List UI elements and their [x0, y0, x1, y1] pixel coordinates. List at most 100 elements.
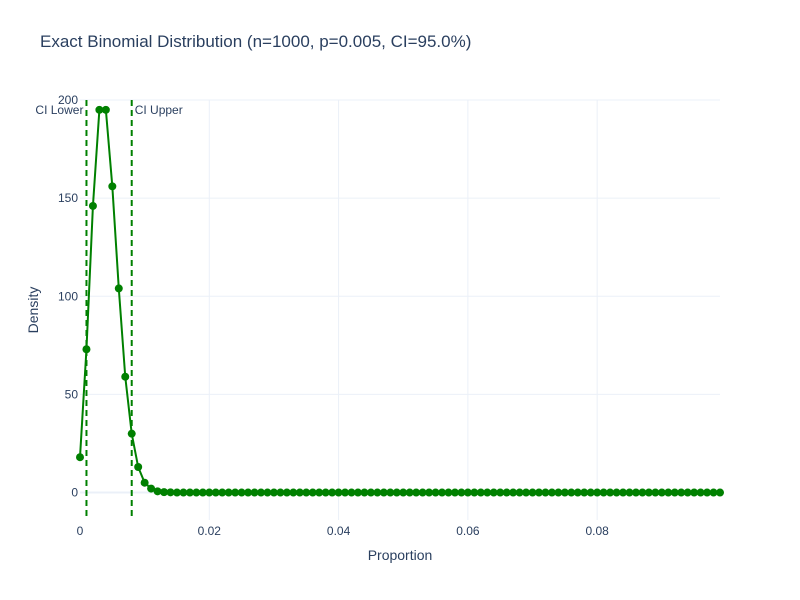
data-point: [690, 488, 699, 497]
x-tick-label: 0.02: [198, 524, 222, 538]
data-point: [147, 484, 156, 493]
data-point: [114, 284, 123, 293]
data-point: [328, 488, 337, 497]
data-point: [534, 488, 543, 497]
data-point: [644, 488, 653, 497]
data-point: [366, 488, 375, 497]
data-point: [476, 488, 485, 497]
y-tick-label: 50: [65, 387, 79, 401]
data-point: [134, 463, 143, 472]
data-point: [683, 488, 692, 497]
data-point: [211, 488, 220, 497]
y-tick-label: 200: [58, 93, 78, 107]
data-point: [218, 488, 227, 497]
data-point: [638, 488, 647, 497]
data-point: [334, 488, 343, 497]
data-point: [153, 487, 162, 496]
data-point: [444, 488, 453, 497]
data-point: [353, 488, 362, 497]
data-point: [489, 488, 498, 497]
data-point: [263, 488, 272, 497]
data-point: [166, 488, 175, 497]
data-point: [244, 488, 253, 497]
data-point: [612, 488, 621, 497]
data-point: [631, 488, 640, 497]
data-point: [95, 105, 104, 114]
y-tick-label: 100: [58, 289, 78, 303]
data-point: [670, 488, 679, 497]
series-line: [79, 108, 720, 494]
data-point: [625, 488, 634, 497]
data-point: [606, 488, 615, 497]
data-point: [127, 429, 136, 438]
data-point: [483, 488, 492, 497]
data-point: [179, 488, 188, 497]
data-point: [76, 453, 84, 462]
data-point: [599, 488, 608, 497]
data-point: [547, 488, 556, 497]
y-tick-label: 0: [71, 486, 78, 500]
data-point: [651, 488, 660, 497]
data-point: [528, 488, 537, 497]
x-tick-label: 0.08: [585, 524, 609, 538]
data-point: [321, 488, 330, 497]
data-point: [121, 372, 130, 381]
data-point: [302, 488, 311, 497]
data-point: [160, 488, 169, 497]
data-point: [573, 488, 582, 497]
data-point: [405, 488, 414, 497]
y-tick-label: 150: [58, 191, 78, 205]
data-point: [172, 488, 181, 497]
data-point: [703, 488, 712, 497]
data-point: [250, 488, 259, 497]
data-point: [399, 488, 408, 497]
points: [76, 105, 724, 497]
ci-lines: CI Lower CI Upper: [35, 100, 183, 520]
data-point: [192, 488, 201, 497]
data-point: [315, 488, 324, 497]
data-point: [418, 488, 427, 497]
data-point: [470, 488, 479, 497]
data-point: [502, 488, 511, 497]
data-point: [205, 488, 214, 497]
data-point: [276, 488, 285, 497]
x-tick-label: 0.06: [456, 524, 480, 538]
data-point: [657, 488, 666, 497]
data-point: [438, 488, 447, 497]
ci-line-label: CI Lower: [35, 103, 83, 117]
data-point: [463, 488, 472, 497]
data-point: [522, 488, 531, 497]
data-point: [593, 488, 602, 497]
data-point: [515, 488, 524, 497]
data-point: [88, 201, 97, 210]
data-point: [496, 488, 505, 497]
data-point: [269, 488, 278, 497]
data-point: [716, 488, 724, 497]
data-point: [295, 488, 304, 497]
data-point: [554, 488, 563, 497]
data-point: [231, 488, 240, 497]
data-point: [373, 488, 382, 497]
data-point: [282, 488, 291, 497]
data-point: [580, 488, 589, 497]
data-point: [509, 488, 518, 497]
x-tick-label: 0.04: [327, 524, 351, 538]
data-point: [457, 488, 466, 497]
data-point: [237, 488, 246, 497]
data-point: [224, 488, 233, 497]
data-point: [257, 488, 266, 497]
data-point: [541, 488, 550, 497]
x-tick-label: 0: [77, 524, 84, 538]
data-point: [586, 488, 595, 497]
data-point: [308, 488, 317, 497]
data-point: [101, 105, 110, 114]
data-point: [140, 478, 149, 487]
x-axis-title: Proportion: [368, 547, 433, 563]
chart-title: Exact Binomial Distribution (n=1000, p=0…: [40, 32, 472, 51]
data-point: [696, 488, 705, 497]
grid: [80, 99, 720, 520]
data-point: [379, 488, 388, 497]
y-axis-title: Density: [25, 287, 41, 334]
data-point: [431, 488, 440, 497]
